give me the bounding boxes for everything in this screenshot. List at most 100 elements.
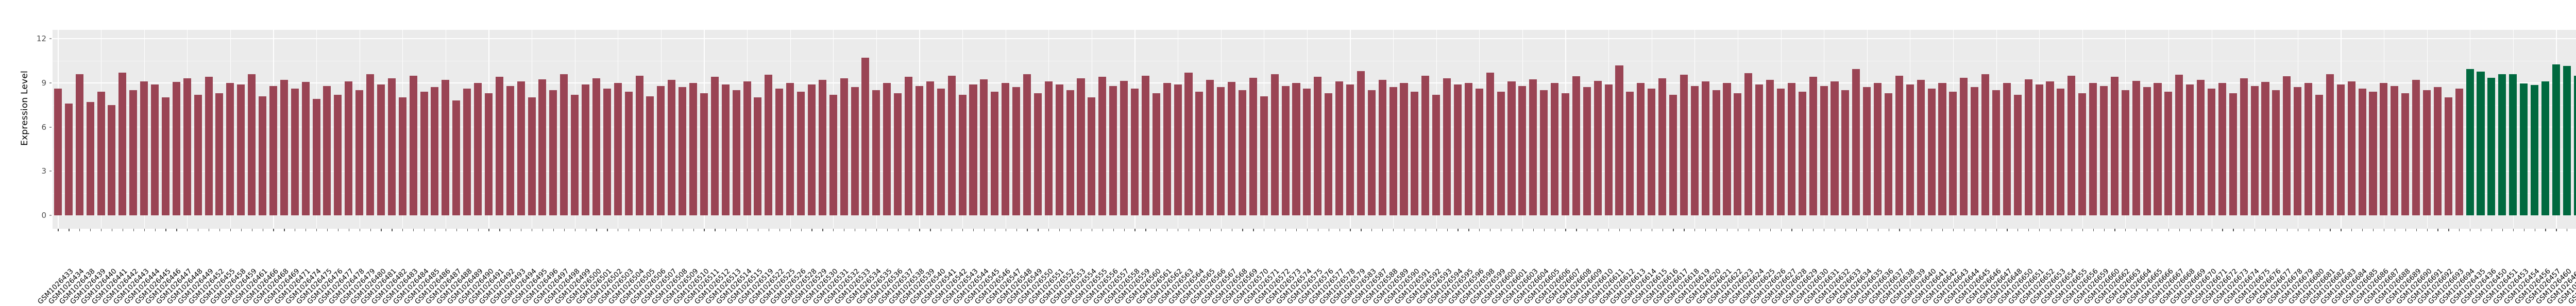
bar-GSM1026551[interactable] <box>1044 81 1053 215</box>
bar-GSM1026519[interactable] <box>754 97 762 215</box>
bar-GSM1026484[interactable] <box>409 75 417 215</box>
bar-GSM1026448[interactable] <box>183 78 191 215</box>
bar-GSM1026556[interactable] <box>1098 77 1107 215</box>
bar-GSM1026693[interactable] <box>2444 97 2452 215</box>
bar-GSM1026435[interactable] <box>2466 69 2474 215</box>
bar-GSM1026486[interactable] <box>431 87 439 215</box>
bar-GSM1026496[interactable] <box>538 79 547 215</box>
bar-GSM1026644[interactable] <box>1960 77 1968 215</box>
bar-GSM1026629[interactable] <box>1798 92 1806 215</box>
bar-GSM1026538[interactable] <box>905 77 913 215</box>
bar-GSM1026481[interactable] <box>377 84 385 215</box>
bar-GSM1026497[interactable] <box>549 90 557 215</box>
bar-GSM1026685[interactable] <box>2358 89 2366 215</box>
bar-GSM1026600[interactable] <box>1497 92 1505 215</box>
bar-GSM1026618[interactable] <box>1680 75 1688 215</box>
bar-GSM1026593[interactable] <box>1432 94 1440 215</box>
bar-GSM1026665[interactable] <box>2143 87 2151 215</box>
bar-GSM1026636[interactable] <box>1874 82 1882 215</box>
bar-GSM1026672[interactable] <box>2218 82 2226 215</box>
bar-GSM1026660[interactable] <box>2099 86 2108 215</box>
bar-GSM1026690[interactable] <box>2412 80 2420 215</box>
bar-GSM1026466[interactable] <box>259 96 267 215</box>
bar-GSM1026609[interactable] <box>1583 87 1591 215</box>
bar-GSM1026682[interactable] <box>2326 74 2334 215</box>
bar-GSM1026601[interactable] <box>1507 81 1516 215</box>
bar-GSM1026499[interactable] <box>571 94 579 215</box>
bar-GSM1026446[interactable] <box>161 97 170 215</box>
bar-GSM1026638[interactable] <box>1895 75 1903 215</box>
bar-GSM1026475[interactable] <box>312 99 320 215</box>
bar-GSM1026626[interactable] <box>1766 80 1774 215</box>
bar-GSM1026687[interactable] <box>2380 82 2388 215</box>
bar-GSM1026548[interactable] <box>1012 87 1021 215</box>
bar-GSM1026634[interactable] <box>1852 69 1860 215</box>
bar-GSM1026557[interactable] <box>1109 86 1117 215</box>
bar-GSM1026479[interactable] <box>355 90 364 215</box>
bar-GSM1026686[interactable] <box>2369 92 2377 215</box>
bar-GSM1026491[interactable] <box>484 93 493 215</box>
bar-GSM1026640[interactable] <box>1917 80 1925 215</box>
bar-GSM1026654[interactable] <box>2057 89 2065 215</box>
bar-GSM1026631[interactable] <box>1820 86 1828 215</box>
bar-GSM1026646[interactable] <box>1981 74 1990 215</box>
bar-GSM1026561[interactable] <box>1152 93 1160 215</box>
bar-GSM1026681[interactable] <box>2315 94 2324 215</box>
bar-GSM1026440[interactable] <box>97 92 105 215</box>
bar-GSM1026558[interactable] <box>1120 80 1128 215</box>
bar-GSM1026637[interactable] <box>1884 93 1893 215</box>
bar-GSM1026575[interactable] <box>1303 89 1311 215</box>
bar-GSM1026478[interactable] <box>345 81 353 215</box>
bar-GSM1026594[interactable] <box>1443 78 1451 215</box>
bar-GSM1026531[interactable] <box>829 94 837 215</box>
bar-GSM1026677[interactable] <box>2272 90 2280 215</box>
bar-GSM1026549[interactable] <box>1023 74 1031 215</box>
bar-GSM1026461[interactable] <box>248 74 256 215</box>
bar-GSM1026590[interactable] <box>1400 82 1408 215</box>
bar-GSM1026444[interactable] <box>140 81 148 215</box>
bar-GSM1026615[interactable] <box>1648 89 1656 215</box>
bar-GSM1026504[interactable] <box>624 92 633 215</box>
bar-GSM1026480[interactable] <box>366 74 375 215</box>
bar-GSM1026680[interactable] <box>2304 82 2313 215</box>
bar-GSM1026510[interactable] <box>689 82 698 215</box>
bar-GSM1026570[interactable] <box>1249 77 1257 215</box>
bar-GSM1026539[interactable] <box>915 86 923 215</box>
bar-GSM1026436[interactable] <box>2477 72 2485 215</box>
bar-GSM1026541[interactable] <box>937 89 945 215</box>
bar-GSM1026528[interactable] <box>797 92 805 215</box>
bar-GSM1026513[interactable] <box>721 84 730 215</box>
bar-GSM1026537[interactable] <box>894 93 902 215</box>
bar-GSM1026630[interactable] <box>1809 77 1817 215</box>
bar-GSM1026619[interactable] <box>1690 86 1699 215</box>
bar-GSM1026625[interactable] <box>1755 84 1764 215</box>
bar-GSM1026492[interactable] <box>495 77 503 215</box>
bar-GSM1026526[interactable] <box>786 82 794 215</box>
bar-GSM1026611[interactable] <box>1604 84 1613 215</box>
bar-GSM1026529[interactable] <box>807 84 816 215</box>
bar-GSM1026560[interactable] <box>1141 75 1149 215</box>
bar-GSM1026450[interactable] <box>2487 77 2496 215</box>
bar-GSM1026498[interactable] <box>560 74 568 215</box>
bar-GSM1026451[interactable] <box>2498 74 2506 215</box>
bar-GSM1026457[interactable] <box>2541 81 2549 215</box>
bar-GSM1026501[interactable] <box>592 78 600 215</box>
bar-GSM1026434[interactable] <box>64 103 73 215</box>
bar-GSM1026648[interactable] <box>2003 82 2011 215</box>
bar-GSM1026610[interactable] <box>1594 80 1602 215</box>
bar-GSM1026645[interactable] <box>1971 87 1979 215</box>
bar-GSM1026673[interactable] <box>2229 93 2237 215</box>
bar-GSM1026653[interactable] <box>2046 81 2054 215</box>
bar-GSM1026494[interactable] <box>517 81 525 215</box>
bar-GSM1026627[interactable] <box>1776 89 1785 215</box>
bar-GSM1026471[interactable] <box>291 89 299 215</box>
bar-GSM1026651[interactable] <box>2024 79 2032 215</box>
bar-GSM1026679[interactable] <box>2294 87 2302 215</box>
bar-GSM1026509[interactable] <box>679 87 687 215</box>
bar-GSM1026542[interactable] <box>947 75 956 215</box>
bar-GSM1026668[interactable] <box>2175 75 2183 215</box>
bar-GSM1026655[interactable] <box>2067 75 2076 215</box>
bar-GSM1026502[interactable] <box>603 89 611 215</box>
bar-GSM1026670[interactable] <box>2197 80 2205 215</box>
bar-GSM1026616[interactable] <box>1658 78 1667 215</box>
